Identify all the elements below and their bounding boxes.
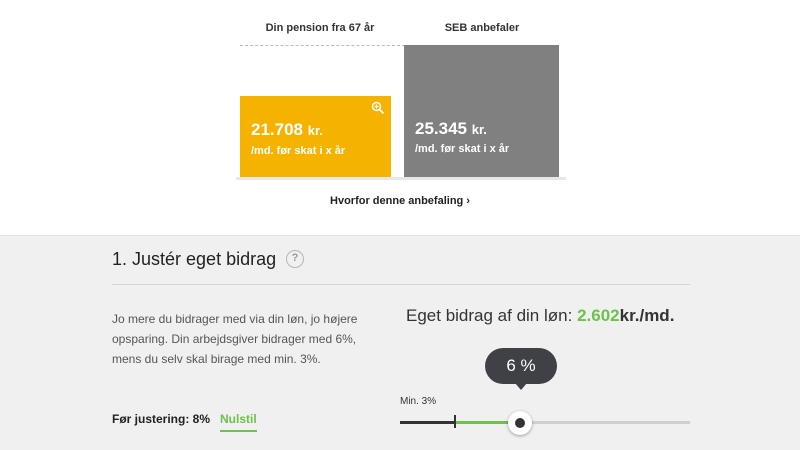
slider-track-fill [456,421,518,424]
recommended-pension-subtext: /md. før skat i x år [415,143,510,155]
current-amount-value: 21.708 [251,120,303,139]
slider-track-minimum [400,421,455,424]
adjust-contribution-panel: 1. Justér eget bidrag ? Jo mere du bidra… [0,235,800,450]
slider-handle[interactable] [508,411,532,435]
slider-min-label: Min. 3% [400,396,437,407]
contribution-label: Eget bidrag af din løn: [406,306,573,325]
recommendation-header: SEB anbefaler [444,22,520,34]
current-amount-unit: kr. [307,123,323,138]
before-adjustment-label: Før justering: 8% [112,412,211,426]
recommended-pension-amount: 25.345 kr. [415,119,487,139]
contribution-unit: kr./md. [619,306,675,325]
slider-track[interactable] [400,421,690,424]
why-recommendation-link[interactable]: Hvorfor denne anbefaling › [330,195,470,207]
recommended-amount-value: 25.345 [415,119,467,138]
contribution-summary: Eget bidrag af din løn: 2.602kr./md. [406,306,674,326]
zoom-icon[interactable] [371,101,385,115]
contribution-value: 2.602 [577,306,620,325]
tooltip-arrow [515,383,527,390]
section-description: Jo mere du bidrager med via din løn, jo … [112,312,358,366]
recommended-amount-unit: kr. [471,122,487,137]
dashed-divider [240,45,405,46]
recommended-pension-bar: 25.345 kr. /md. før skat i x år [404,45,559,177]
current-pension-amount: 21.708 kr. [251,120,323,140]
slider-value-tooltip: 6 % [485,348,557,384]
section-title: 1. Justér eget bidrag [112,249,277,269]
section-divider [112,284,690,285]
current-pension-bar: 21.708 kr. /md. før skat i x år [240,96,391,177]
current-pension-subtext: /md. før skat i x år [251,145,346,157]
current-pension-header: Din pension fra 67 år [265,22,375,34]
chart-baseline [236,177,566,180]
pension-comparison: Din pension fra 67 år SEB anbefaler 21.7… [236,22,566,207]
slider-min-marker [454,415,456,428]
help-icon[interactable]: ? [286,250,304,268]
reset-button[interactable]: Nulstil [220,412,257,432]
slider-handle-dot [515,418,525,428]
